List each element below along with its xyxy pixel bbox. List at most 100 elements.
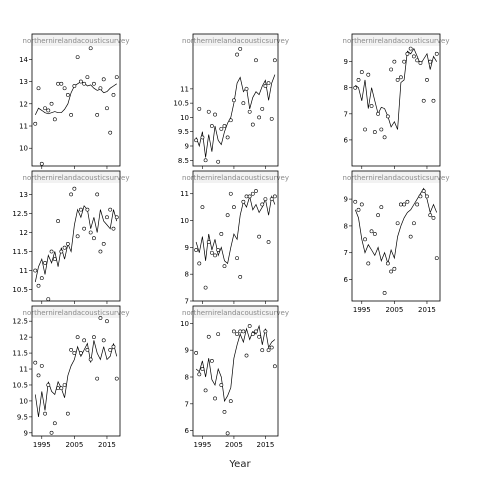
- y-tick-label: 11.5: [12, 248, 28, 256]
- x-tick-label: 1995: [353, 306, 371, 314]
- panel-strip-label: northernirelandacousticsurvey: [343, 174, 450, 182]
- data-point: [108, 347, 113, 352]
- data-point: [241, 329, 246, 334]
- data-point: [431, 98, 436, 103]
- data-point: [65, 92, 70, 97]
- data-point: [33, 121, 38, 126]
- data-point: [272, 194, 277, 199]
- data-point: [108, 130, 113, 135]
- data-point: [108, 207, 113, 212]
- data-point: [39, 161, 44, 166]
- panel-strip: [32, 306, 120, 318]
- y-tick-label: 7: [344, 110, 348, 118]
- data-point: [203, 388, 208, 393]
- data-point: [88, 230, 93, 235]
- data-point: [111, 344, 116, 349]
- data-point: [372, 232, 377, 236]
- panel-strip: [193, 306, 278, 318]
- data-point: [385, 261, 390, 266]
- panel-strip-label: northernirelandacousticsurvey: [182, 174, 289, 182]
- panel-7: northernirelandacousticsurvey 9 9.5 10 10.5 1…: [12, 305, 129, 449]
- data-point: [98, 316, 103, 320]
- data-point: [225, 135, 230, 140]
- y-tick-label: 9.5: [17, 413, 28, 421]
- data-point: [254, 189, 258, 193]
- panel-strip-label: northernirelandacousticsurvey: [23, 174, 130, 182]
- data-point: [213, 253, 217, 258]
- series-line: [355, 47, 437, 130]
- data-point: [425, 78, 429, 82]
- y-tick-label: 7: [185, 298, 189, 306]
- panel-5: northernirelandacousticsurvey 7 8 9 10 11: [180, 170, 289, 306]
- data-point: [244, 86, 249, 91]
- data-point: [235, 52, 239, 57]
- data-point: [434, 256, 439, 260]
- panel-2: northernirelandacousticsurvey 8.5 9 9.5 10 10…: [173, 33, 289, 169]
- y-tick-label: 10: [19, 397, 28, 405]
- data-point: [82, 226, 87, 231]
- data-point: [72, 186, 77, 191]
- panel-4: northernirelandacousticsurvey 10.5 11 11.5 1…: [12, 170, 130, 304]
- panel-1: northernirelandacousticsurvey 10 11 12 13 14: [19, 33, 130, 169]
- data-point: [56, 219, 60, 223]
- panel-frame: [192, 170, 279, 302]
- panel-strip: [32, 34, 120, 46]
- data-point: [418, 61, 423, 65]
- data-point: [359, 202, 364, 207]
- y-tick-label: 9: [185, 143, 189, 151]
- y-tick-label: 10: [180, 320, 189, 328]
- panel-frame: [192, 305, 279, 437]
- data-point: [405, 51, 410, 56]
- data-point: [260, 202, 265, 207]
- data-point: [431, 215, 436, 220]
- data-point: [43, 106, 47, 111]
- data-point: [415, 202, 420, 207]
- data-point: [88, 46, 93, 51]
- data-point: [356, 207, 361, 212]
- data-point: [114, 376, 119, 381]
- panel-8: northernirelandacousticsurvey 6 7 8 9 10 1995 2…: [180, 305, 289, 449]
- data-point: [408, 46, 413, 51]
- data-point: [98, 86, 103, 91]
- data-point: [353, 85, 358, 90]
- data-point: [363, 237, 367, 242]
- data-point: [389, 67, 394, 72]
- data-point: [269, 197, 274, 201]
- data-point: [197, 261, 202, 266]
- y-tick-label: 12: [19, 229, 28, 237]
- data-point: [266, 81, 271, 86]
- data-point: [194, 248, 199, 252]
- y-tick-label: 10.5: [12, 286, 28, 294]
- data-point: [197, 372, 202, 377]
- data-point: [46, 383, 51, 387]
- data-point: [88, 357, 93, 362]
- data-point: [203, 285, 208, 290]
- data-point: [95, 376, 100, 381]
- x-tick-label: 2015: [256, 441, 274, 449]
- data-point: [52, 117, 57, 122]
- y-tick-label: 11: [180, 85, 189, 93]
- data-point: [59, 386, 64, 391]
- data-point: [225, 431, 230, 436]
- data-point: [62, 86, 67, 91]
- panel-frame: [351, 33, 441, 167]
- data-point: [206, 334, 211, 339]
- y-tick-label: 9: [185, 244, 189, 252]
- data-point: [415, 58, 420, 63]
- panel-strip-label: northernirelandacousticsurvey: [23, 37, 130, 45]
- data-point: [257, 115, 262, 120]
- data-point: [250, 191, 255, 196]
- data-point: [105, 106, 109, 111]
- y-tick-label: 10: [180, 217, 189, 225]
- panel-3: northernirelandacousticsurvey 6 7 8 9: [343, 33, 449, 169]
- data-point: [101, 338, 106, 343]
- y-tick-label: 12.5: [12, 318, 28, 326]
- data-point: [206, 240, 211, 244]
- data-point: [379, 127, 384, 132]
- y-tick-label: 9: [344, 196, 348, 204]
- data-point: [395, 78, 400, 82]
- x-axis-title: Year: [229, 459, 251, 470]
- data-point: [46, 297, 51, 301]
- data-point: [228, 118, 233, 123]
- x-tick-label: 1995: [33, 441, 51, 449]
